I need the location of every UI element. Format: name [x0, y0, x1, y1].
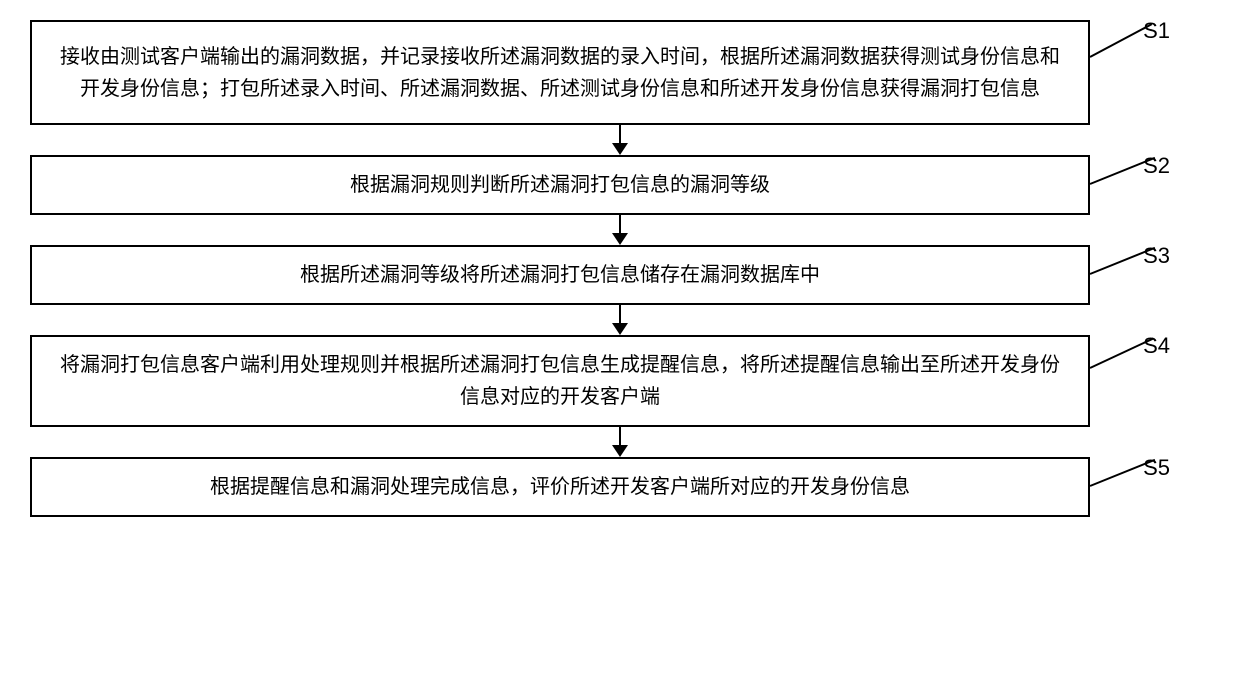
step-box-s4: 将漏洞打包信息客户端利用处理规则并根据所述漏洞打包信息生成提醒信息，将所述提醒信… — [30, 335, 1090, 427]
flowchart-container: 接收由测试客户端输出的漏洞数据，并记录接收所述漏洞数据的录入时间，根据所述漏洞数… — [30, 20, 1210, 517]
arrow — [90, 125, 1150, 155]
arrow-line — [619, 125, 621, 143]
step-label-s1: S1 — [1143, 18, 1170, 44]
arrow-head-icon — [612, 233, 628, 245]
arrow-line — [619, 215, 621, 233]
arrow-line — [619, 305, 621, 323]
step-box-s5: 根据提醒信息和漏洞处理完成信息，评价所述开发客户端所对应的开发身份信息 — [30, 457, 1090, 517]
step-row: 根据漏洞规则判断所述漏洞打包信息的漏洞等级 S2 — [30, 155, 1210, 215]
step-text: 将漏洞打包信息客户端利用处理规则并根据所述漏洞打包信息生成提醒信息，将所述提醒信… — [52, 349, 1068, 413]
arrow-head-icon — [612, 445, 628, 457]
arrow — [90, 305, 1150, 335]
step-text: 根据漏洞规则判断所述漏洞打包信息的漏洞等级 — [350, 169, 770, 201]
step-row: 根据所述漏洞等级将所述漏洞打包信息储存在漏洞数据库中 S3 — [30, 245, 1210, 305]
step-text: 根据提醒信息和漏洞处理完成信息，评价所述开发客户端所对应的开发身份信息 — [210, 471, 910, 503]
step-box-s2: 根据漏洞规则判断所述漏洞打包信息的漏洞等级 — [30, 155, 1090, 215]
step-row: 接收由测试客户端输出的漏洞数据，并记录接收所述漏洞数据的录入时间，根据所述漏洞数… — [30, 20, 1210, 125]
step-label-s3: S3 — [1143, 243, 1170, 269]
arrow-head-icon — [612, 143, 628, 155]
step-text: 根据所述漏洞等级将所述漏洞打包信息储存在漏洞数据库中 — [300, 259, 820, 291]
arrow-head-icon — [612, 323, 628, 335]
step-label-s2: S2 — [1143, 153, 1170, 179]
arrow-line — [619, 427, 621, 445]
step-text: 接收由测试客户端输出的漏洞数据，并记录接收所述漏洞数据的录入时间，根据所述漏洞数… — [52, 41, 1068, 105]
arrow — [90, 427, 1150, 457]
step-box-s3: 根据所述漏洞等级将所述漏洞打包信息储存在漏洞数据库中 — [30, 245, 1090, 305]
step-label-s5: S5 — [1143, 455, 1170, 481]
step-box-s1: 接收由测试客户端输出的漏洞数据，并记录接收所述漏洞数据的录入时间，根据所述漏洞数… — [30, 20, 1090, 125]
arrow — [90, 215, 1150, 245]
step-label-s4: S4 — [1143, 333, 1170, 359]
step-row: 根据提醒信息和漏洞处理完成信息，评价所述开发客户端所对应的开发身份信息 S5 — [30, 457, 1210, 517]
step-row: 将漏洞打包信息客户端利用处理规则并根据所述漏洞打包信息生成提醒信息，将所述提醒信… — [30, 335, 1210, 427]
